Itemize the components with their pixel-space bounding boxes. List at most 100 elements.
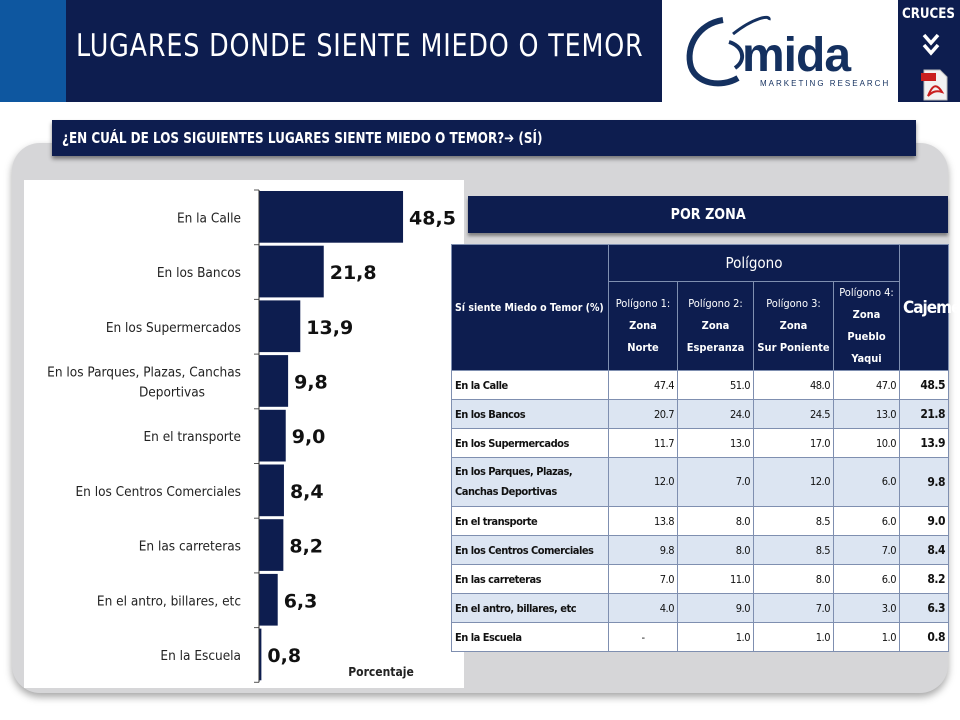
bar-value-label: 48,5 (409, 207, 456, 229)
cell-value: 13.8 (608, 506, 678, 536)
cruces-link[interactable]: CRUCES (902, 6, 955, 22)
cell-value: 47.4 (608, 370, 678, 400)
cell-value: 3.0 (833, 593, 900, 623)
row-label: En la Calle (451, 370, 609, 400)
category-label: En los Parques, Plazas, Canchas Deportiva… (47, 364, 241, 400)
cell-value: 7.0 (833, 535, 900, 565)
logo-subtitle: MARKETING RESEARCH (760, 79, 891, 88)
cell-total: 8.4 (899, 535, 949, 565)
cell-value: 1.0 (753, 622, 834, 652)
category-label: En la Calle (177, 210, 241, 226)
cell-value: 12.0 (608, 457, 678, 507)
cell-total: 6.3 (899, 593, 949, 623)
logo-area (662, 0, 898, 102)
table-total-header: Cajeme (899, 244, 960, 371)
cell-total: 9.8 (899, 457, 949, 507)
row-label: En los Supermercados (451, 428, 609, 458)
cell-value: 7.0 (677, 457, 754, 507)
header-bar: LUGARES DONDE SIENTE MIEDO O TEMOR mida … (0, 0, 960, 102)
header-accent (0, 0, 66, 102)
cell-value: 24.5 (753, 399, 834, 429)
double-chevron-down-icon[interactable] (922, 32, 940, 62)
bar-5 (259, 464, 284, 517)
bar-value-label: 13,9 (306, 317, 353, 339)
cell-value: 9.8 (608, 535, 678, 565)
table-row: En la Escuela -1.0 1.0 1.0 0.8 (451, 622, 949, 652)
column-zone-name: Pueblo Yaqui (847, 330, 886, 365)
cell-value: 8.0 (753, 564, 834, 594)
column-header-poligono-3: Polígono 3: Zona Sur Poniente (753, 281, 834, 371)
category-label: En las carreteras (139, 539, 241, 555)
cell-value: 11.0 (677, 564, 754, 594)
row-label: En la Escuela (451, 622, 609, 652)
cell-value: 7.0 (753, 593, 834, 623)
category-label: En los Bancos (157, 265, 241, 281)
cell-value: 1.0 (833, 622, 900, 652)
logo-text: mida (742, 29, 851, 82)
question-text: ¿EN CUÁL DE LOS SIGUIENTES LUGARES SIENT… (62, 129, 543, 147)
cell-value: 7.0 (608, 564, 678, 594)
cell-value: 13.0 (833, 399, 900, 429)
page-title: LUGARES DONDE SIENTE MIEDO O TEMOR (76, 28, 644, 64)
table-row: En los Centros Comerciales 9.8 8.0 8.5 7.0 8.… (451, 535, 949, 565)
table-row: En los Bancos 20.7 24.0 24.5 13.0 21.8 (451, 399, 949, 429)
cell-total: 21.8 (899, 399, 949, 429)
table-row: En los Supermercados 11.7 13.0 17.0 10.0 13.9 (451, 428, 949, 458)
cell-value: 48.0 (753, 370, 834, 400)
table-row: En el transporte 13.8 8.0 8.5 6.0 9.0 (451, 506, 949, 536)
cell-total: 48.5 (899, 370, 949, 400)
table-row: En los Parques, Plazas, Canchas Deportiv… (451, 457, 949, 507)
column-zona: Zona (629, 319, 657, 332)
cell-total: 13.9 (899, 428, 949, 458)
cell-value: 12.0 (753, 457, 834, 507)
bar-8 (259, 628, 262, 681)
bar-value-label: 9,0 (292, 426, 326, 448)
column-header-poligono-2: Polígono 2: Zona Esperanza (677, 281, 754, 371)
column-zone-name: Sur Poniente (757, 341, 830, 354)
column-zone-name: Norte (627, 341, 659, 354)
row-label: En los Parques, Plazas, Canchas Deportiv… (451, 457, 609, 507)
bar-value-label: 0,8 (267, 645, 301, 667)
zona-title-bar: POR ZONA (468, 196, 948, 233)
row-label: En el transporte (451, 506, 609, 536)
bar-0 (259, 191, 404, 243)
zona-table: Sí siente Miedo o Temor (%) Polígono Caj… (451, 244, 960, 652)
column-zona: Zona (779, 319, 808, 332)
column-zone-name: Esperanza (686, 341, 745, 354)
bar-value-label: 21,8 (330, 262, 377, 284)
bar-chart: 48,5 En la Calle 21,8 En los Bancos 13,9 En l… (47, 189, 456, 683)
category-label: En los Supermercados (106, 320, 241, 336)
cell-value: 11.7 (608, 428, 678, 458)
cell-value: 20.7 (608, 399, 678, 429)
column-prefix: Polígono 4: (839, 286, 894, 299)
pdf-icon[interactable] (920, 68, 950, 102)
cell-value: 13.0 (677, 428, 754, 458)
bar-chart-area: 48,5 En la Calle 21,8 En los Bancos 13,9 En l… (24, 180, 464, 688)
x-axis-title: Porcentaje (348, 665, 414, 679)
bar-7 (259, 573, 278, 626)
bar-2 (259, 300, 301, 353)
category-label: En el transporte (143, 429, 241, 445)
table-row: En las carreteras 7.0 11.0 8.0 6.0 8.2 (451, 564, 949, 594)
cell-value: 6.0 (833, 457, 900, 507)
bar-value-label: 8,2 (289, 536, 323, 558)
logo-swoosh-icon (686, 15, 771, 87)
cell-value: - (608, 622, 678, 652)
cell-value: 17.0 (753, 428, 834, 458)
category-label: En el antro, billares, etc (97, 593, 241, 609)
cell-value: 1.0 (677, 622, 754, 652)
row-label: En los Bancos (451, 399, 609, 429)
cell-value: 47.0 (833, 370, 900, 400)
bar-value-label: 8,4 (290, 481, 324, 503)
bar-1 (259, 245, 324, 298)
cell-value: 8.0 (677, 535, 754, 565)
bar-value-label: 6,3 (284, 590, 318, 612)
cell-total: 0.8 (899, 622, 949, 652)
cell-value: 6.0 (833, 506, 900, 536)
column-zona: Zona (852, 308, 881, 321)
table-group-header: Polígono (608, 244, 900, 282)
cell-value: 9.0 (677, 593, 754, 623)
bar-value-label: 9,8 (294, 371, 328, 393)
cell-value: 4.0 (608, 593, 678, 623)
column-header-poligono-1: Polígono 1: Zona Norte (608, 281, 678, 371)
